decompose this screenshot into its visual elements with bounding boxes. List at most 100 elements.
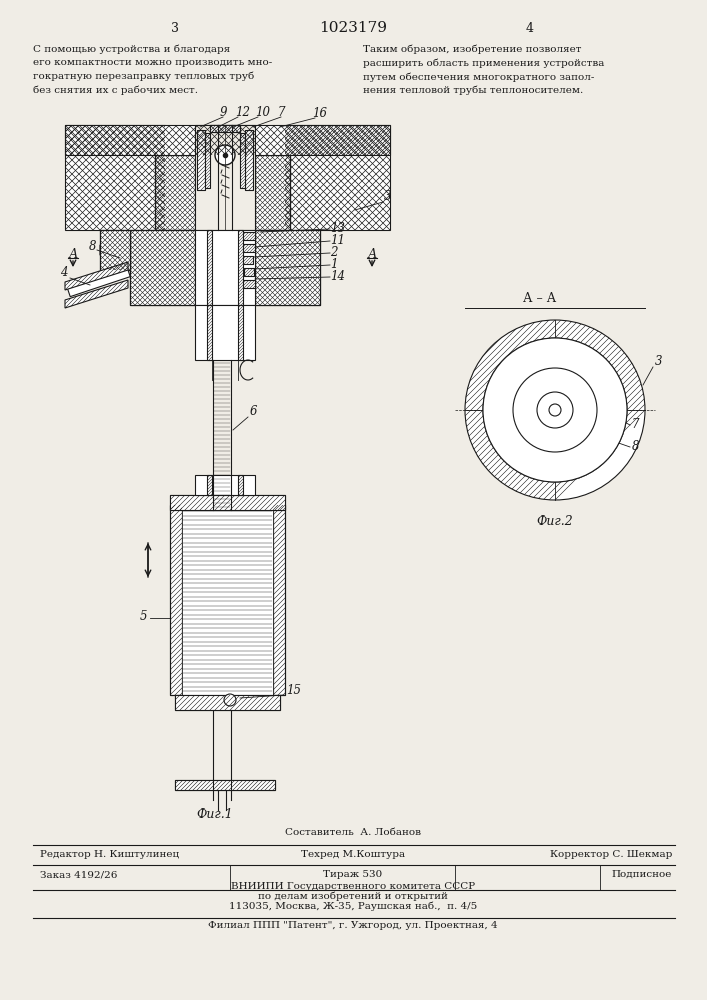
- Text: Подписное: Подписное: [612, 870, 672, 879]
- Bar: [243, 280, 255, 288]
- Circle shape: [514, 369, 596, 451]
- Circle shape: [513, 368, 597, 452]
- Bar: [155, 155, 195, 230]
- Text: 16: 16: [312, 107, 327, 120]
- Bar: [197, 130, 205, 190]
- Bar: [210, 125, 240, 132]
- Bar: [100, 230, 130, 270]
- Text: Тираж 530: Тираж 530: [323, 870, 382, 879]
- Circle shape: [549, 404, 561, 416]
- FancyArrow shape: [66, 263, 130, 297]
- Text: Филиал ППП "Патент", г. Ужгород, ул. Проектная, 4: Филиал ППП "Патент", г. Ужгород, ул. Про…: [208, 921, 498, 930]
- Bar: [130, 230, 195, 305]
- Bar: [238, 475, 243, 495]
- Circle shape: [484, 339, 626, 481]
- Bar: [195, 125, 255, 230]
- Text: 1023179: 1023179: [319, 21, 387, 35]
- Text: Техред М.Коштура: Техред М.Коштура: [301, 850, 405, 859]
- Bar: [240, 133, 245, 188]
- Bar: [273, 505, 285, 695]
- Bar: [243, 256, 253, 264]
- Bar: [65, 125, 390, 155]
- Bar: [195, 475, 255, 495]
- Bar: [205, 133, 210, 188]
- Bar: [170, 505, 182, 695]
- Bar: [100, 230, 130, 270]
- Bar: [207, 475, 212, 495]
- Polygon shape: [100, 245, 130, 260]
- Text: 15: 15: [286, 684, 301, 697]
- Text: 113035, Москва, Ж-35, Раушская наб.,  п. 4/5: 113035, Москва, Ж-35, Раушская наб., п. …: [229, 902, 477, 911]
- Circle shape: [543, 398, 567, 422]
- Bar: [207, 305, 212, 360]
- Bar: [243, 256, 253, 264]
- Polygon shape: [65, 262, 128, 290]
- Bar: [207, 230, 212, 305]
- Text: 14: 14: [330, 270, 345, 283]
- Text: 4: 4: [526, 22, 534, 35]
- Text: Таким образом, изобретение позволяет
расширить область применения устройства
пут: Таким образом, изобретение позволяет рас…: [363, 45, 604, 95]
- Bar: [243, 232, 255, 240]
- Bar: [238, 475, 243, 495]
- Bar: [175, 780, 275, 790]
- Circle shape: [465, 320, 645, 500]
- Bar: [175, 780, 275, 790]
- Bar: [130, 230, 195, 305]
- Bar: [195, 305, 255, 360]
- Bar: [255, 155, 290, 230]
- Bar: [243, 244, 255, 252]
- Bar: [255, 230, 320, 305]
- Bar: [243, 280, 255, 288]
- Bar: [285, 125, 390, 230]
- Bar: [130, 230, 195, 305]
- Bar: [210, 125, 240, 132]
- Circle shape: [538, 393, 572, 427]
- Text: 13: 13: [330, 222, 345, 235]
- Text: Заказ 4192/26: Заказ 4192/26: [40, 870, 117, 879]
- Bar: [65, 125, 165, 230]
- Bar: [100, 230, 130, 270]
- Circle shape: [483, 338, 627, 482]
- Bar: [240, 133, 245, 188]
- Bar: [207, 230, 212, 305]
- Circle shape: [513, 368, 597, 452]
- Bar: [207, 305, 212, 360]
- Bar: [207, 475, 212, 495]
- Circle shape: [483, 338, 627, 482]
- Bar: [245, 130, 253, 190]
- Circle shape: [215, 145, 235, 165]
- Bar: [238, 305, 243, 360]
- Bar: [175, 780, 275, 790]
- Bar: [285, 125, 390, 230]
- Bar: [207, 305, 212, 360]
- Bar: [244, 268, 254, 276]
- Circle shape: [497, 352, 613, 468]
- Text: ВНИИПИ Государственного комитета СССР: ВНИИПИ Государственного комитета СССР: [231, 882, 475, 891]
- Bar: [243, 232, 255, 240]
- Bar: [197, 130, 205, 190]
- Bar: [207, 475, 212, 495]
- Bar: [255, 230, 320, 305]
- Circle shape: [483, 338, 627, 482]
- Text: 3: 3: [171, 22, 179, 35]
- Bar: [255, 155, 290, 230]
- Bar: [175, 695, 280, 710]
- Text: С помощью устройства и благодаря
его компактности можно производить мно-
гократн: С помощью устройства и благодаря его ком…: [33, 45, 272, 95]
- Circle shape: [465, 320, 645, 500]
- Text: 10: 10: [255, 106, 270, 119]
- Circle shape: [537, 392, 573, 428]
- Text: по делам изобретений и открытий: по делам изобретений и открытий: [258, 892, 448, 901]
- Text: 6: 6: [250, 405, 257, 418]
- Text: 2: 2: [330, 246, 337, 259]
- Bar: [240, 133, 245, 188]
- Text: 9: 9: [220, 106, 228, 119]
- Text: 8: 8: [89, 240, 96, 253]
- Bar: [207, 230, 212, 305]
- Circle shape: [537, 392, 573, 428]
- Circle shape: [525, 380, 585, 440]
- Text: Фиг.2: Фиг.2: [537, 515, 573, 528]
- Bar: [100, 230, 130, 270]
- Bar: [243, 280, 255, 288]
- Bar: [170, 495, 285, 510]
- Text: 7: 7: [632, 418, 640, 431]
